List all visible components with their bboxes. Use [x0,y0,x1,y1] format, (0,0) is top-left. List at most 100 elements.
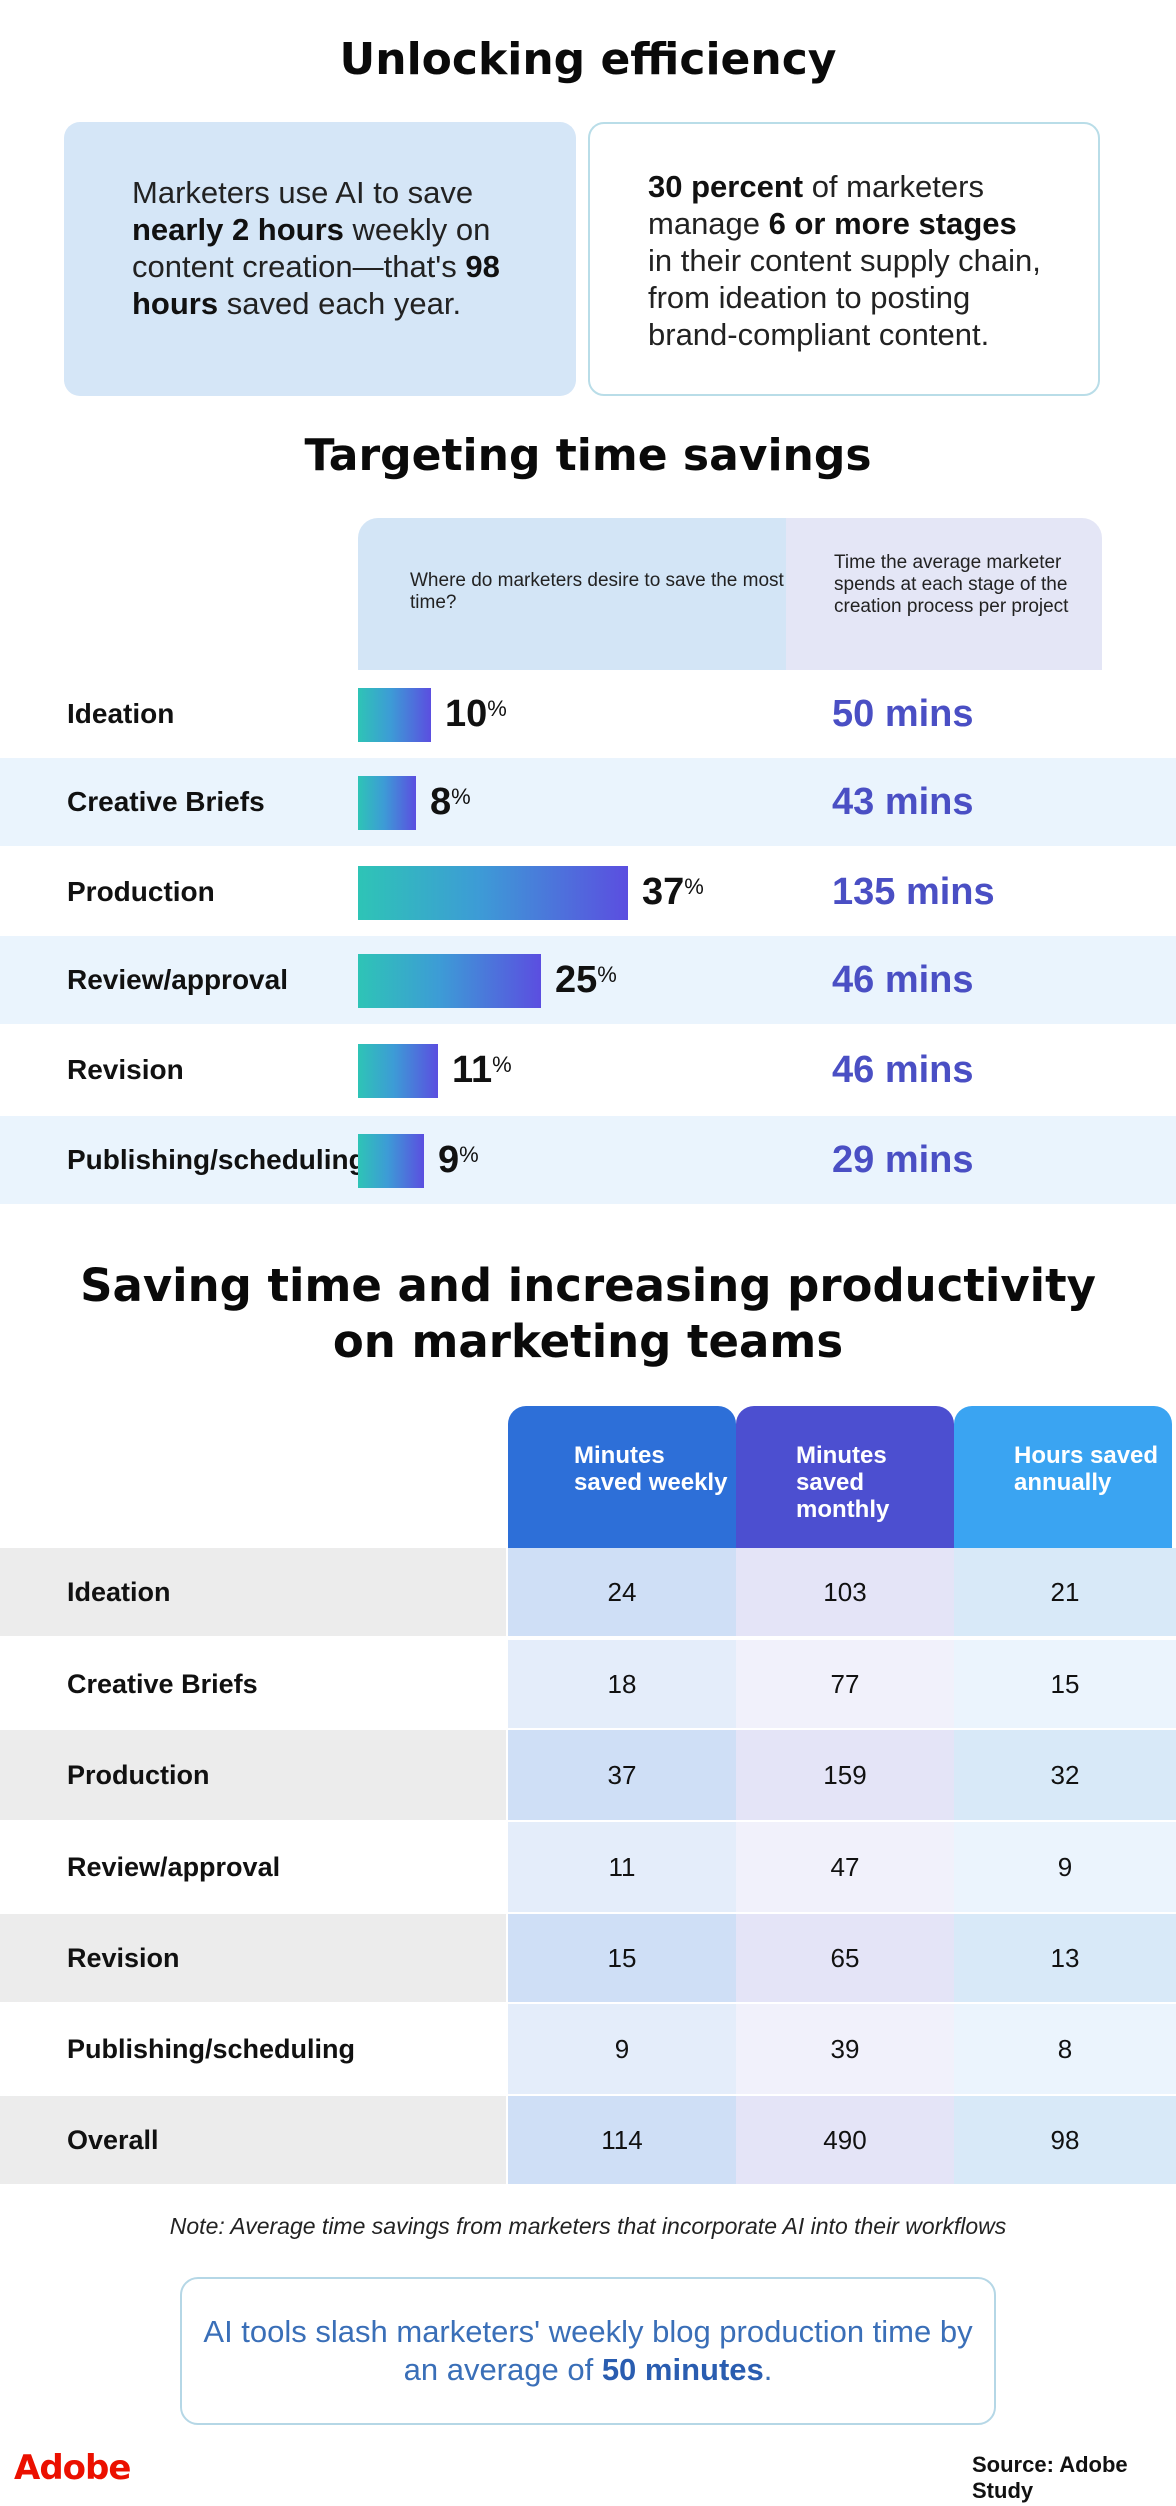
percent-number: 9 [438,1139,460,1181]
row-label: Review/approval [0,1822,506,1912]
column-header-desire: Where do marketers desire to save the mo… [358,518,786,670]
category-label: Production [67,876,215,907]
percent-sign: % [451,784,471,809]
percent-value: 8% [430,758,471,846]
minutes-value: 46 mins [832,959,974,1001]
table-row: Production 37 159 32 [0,1730,1176,1820]
category-label: Revision [67,1054,184,1085]
cell-monthly: 77 [736,1640,954,1728]
stat-text: saved each year. [218,286,462,321]
percent-bar [358,1134,424,1188]
table-row: Overall 114 490 98 [0,2096,1176,2184]
category-label: Creative Briefs [67,786,265,817]
minutes-value: 29 mins [832,1139,974,1181]
chart-row: Creative Briefs 8% 43 mins [0,758,1176,846]
table-row: Publishing/scheduling 9 39 8 [0,2004,1176,2094]
cell-weekly: 24 [508,1548,736,1636]
stat-text: weekly on content creation—that's [132,212,491,284]
section-title-productivity: Saving time and increasing productivity … [0,1258,1176,1370]
callout-highlight: 50 minutes [601,2352,764,2387]
percent-value: 10% [445,670,507,758]
percent-sign: % [487,696,507,721]
cell-annual: 8 [954,2004,1176,2094]
row-label: Publishing/scheduling [0,2004,506,2094]
cell-weekly: 15 [508,1914,736,2002]
row-label: Revision [0,1914,506,2002]
percent-number: 25 [555,959,598,1001]
minutes-value: 135 mins [832,871,995,913]
minutes-value: 50 mins [832,693,974,735]
percent-bar [358,1044,438,1098]
footnote: Note: Average time savings from marketer… [169,2213,1007,2239]
section-title-line-1: Saving time and increasing productivity [80,1259,1096,1312]
cell-annual: 32 [954,1730,1176,1820]
table-row: Creative Briefs 18 77 15 [0,1640,1176,1728]
cell-monthly: 65 [736,1914,954,2002]
stat-highlight: 6 or more stages [768,206,1017,241]
table-row: Revision 15 65 13 [0,1914,1176,2002]
stat-card-hours-saved: Marketers use AI to save nearly 2 hours … [64,122,576,396]
cell-monthly: 490 [736,2096,954,2184]
percent-number: 37 [642,871,685,913]
productivity-table: Ideation 24 103 21 Creative Briefs 18 77 15 Prod… [0,1548,1176,2184]
category-label: Ideation [67,698,175,729]
chart-row: Publishing/scheduling 9% 29 mins [0,1116,1176,1204]
percent-number: 10 [445,693,488,735]
cell-weekly: 18 [508,1640,736,1728]
cell-weekly: 9 [508,2004,736,2094]
row-label: Ideation [0,1548,506,1636]
source-label: Source: Adobe Study [972,2452,1128,2503]
cell-weekly: 11 [508,1822,736,1912]
percent-value: 37% [642,848,704,936]
percent-sign: % [684,874,704,899]
stat-card-supply-chain: 30 percent of marketers manage 6 or more… [588,122,1100,396]
callout-text: AI tools slash marketers' weekly blog pr… [203,2314,973,2387]
table-header-weekly: Minutes saved weekly [508,1406,736,1548]
callout-box: AI tools slash marketers' weekly blog pr… [180,2277,996,2425]
row-label: Overall [0,2096,506,2184]
percent-sign: % [459,1142,479,1167]
chart-row: Revision 11% 46 mins [0,1026,1176,1114]
cell-weekly: 114 [508,2096,736,2184]
stat-text: Marketers use AI to save [132,175,474,210]
cell-annual: 21 [954,1548,1176,1636]
chart-row: Review/approval 25% 46 mins [0,936,1176,1024]
percent-bar [358,866,628,920]
cell-annual: 13 [954,1914,1176,2002]
section-title-line-2: on marketing teams [332,1315,844,1368]
chart-row: Ideation 10% 50 mins [0,670,1176,758]
percent-value: 9% [438,1116,479,1204]
table-header-monthly: Minutes saved monthly [736,1406,954,1548]
chart-row: Production 37% 135 mins [0,848,1176,936]
row-label: Production [0,1730,506,1820]
stat-highlight: 98 hours [132,249,500,321]
cell-annual: 15 [954,1640,1176,1728]
column-header-time: Time the average marketer spends at each… [786,518,1102,670]
percent-bar [358,776,416,830]
percent-value: 11% [452,1026,512,1114]
cell-monthly: 39 [736,2004,954,2094]
category-label: Publishing/scheduling [67,1144,366,1175]
cell-weekly: 37 [508,1730,736,1820]
stat-text: of marketers manage [648,169,984,241]
cell-monthly: 103 [736,1548,954,1636]
row-label: Creative Briefs [0,1640,506,1728]
table-row: Ideation 24 103 21 [0,1548,1176,1636]
cell-annual: 9 [954,1822,1176,1912]
page-title: Unlocking efficiency [339,34,837,85]
percent-number: 8 [430,781,452,823]
percent-bar [358,954,541,1008]
minutes-value: 43 mins [832,781,974,823]
cell-annual: 98 [954,2096,1176,2184]
time-savings-chart: Ideation 10% 50 mins Creative Briefs 8% 43 mi… [0,670,1176,1204]
stat-highlight: nearly 2 hours [132,212,344,247]
percent-sign: % [597,962,617,987]
cell-monthly: 159 [736,1730,954,1820]
percent-number: 11 [452,1049,493,1091]
cell-monthly: 47 [736,1822,954,1912]
table-header-annual: Hours saved annually [954,1406,1172,1548]
percent-bar [358,688,431,742]
percent-value: 25% [555,936,617,1024]
stat-highlight: 30 percent [648,169,804,204]
section-title-targeting: Targeting time savings [304,430,872,481]
